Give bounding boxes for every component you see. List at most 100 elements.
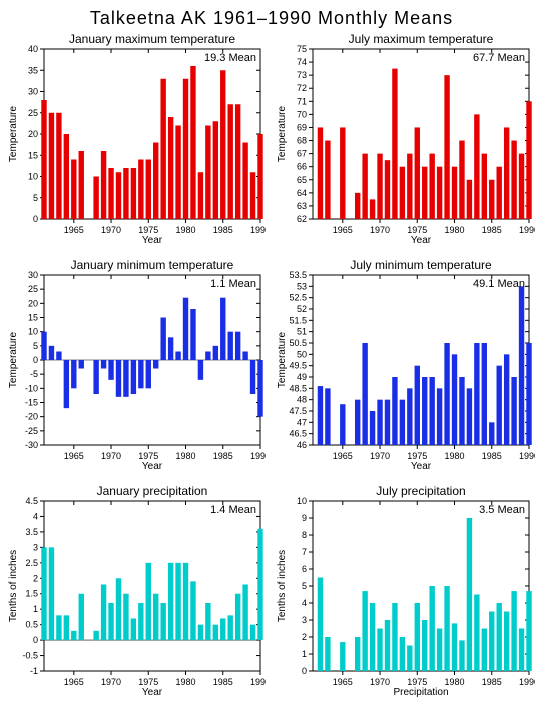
bar <box>198 172 203 219</box>
bar <box>354 193 359 219</box>
svg-text:1980: 1980 <box>176 225 196 235</box>
bar <box>503 612 508 672</box>
svg-text:7: 7 <box>301 547 306 557</box>
bar <box>377 154 382 219</box>
svg-text:0: 0 <box>33 635 38 645</box>
bar <box>429 154 434 219</box>
svg-text:66: 66 <box>296 162 306 172</box>
svg-text:Tenths of inches: Tenths of inches <box>277 550 288 622</box>
svg-text:1980: 1980 <box>176 677 196 687</box>
svg-text:1: 1 <box>301 649 306 659</box>
bar <box>399 400 404 445</box>
bar <box>317 578 322 672</box>
bar <box>242 352 247 361</box>
mean-label: 1.1 Mean <box>210 278 256 290</box>
bar <box>108 603 113 640</box>
svg-text:0: 0 <box>33 355 38 365</box>
bar <box>235 104 240 219</box>
bar <box>377 400 382 445</box>
svg-text:-1: -1 <box>30 666 38 676</box>
bar <box>526 591 531 671</box>
bar <box>377 629 382 672</box>
svg-text:46.5: 46.5 <box>289 429 307 439</box>
bar <box>250 625 255 640</box>
svg-text:1980: 1980 <box>444 225 464 235</box>
bar <box>79 360 84 369</box>
svg-text:1970: 1970 <box>101 225 121 235</box>
bar <box>190 66 195 219</box>
svg-text:1985: 1985 <box>213 677 233 687</box>
bar <box>399 167 404 219</box>
bar <box>56 615 61 640</box>
svg-text:4.5: 4.5 <box>25 496 38 506</box>
bar <box>175 563 180 640</box>
bar <box>213 121 218 219</box>
bar <box>407 388 412 445</box>
bar <box>414 366 419 445</box>
bar <box>317 386 322 445</box>
svg-text:30: 30 <box>28 270 38 280</box>
svg-text:Year: Year <box>142 235 163 246</box>
bar <box>183 563 188 640</box>
bar <box>93 360 98 394</box>
svg-text:Year: Year <box>410 235 431 246</box>
svg-text:1970: 1970 <box>101 677 121 687</box>
main-title: Talkeetna AK 1961–1990 Monthly Means <box>8 8 535 29</box>
bar <box>71 360 76 388</box>
svg-text:Temperature: Temperature <box>277 331 288 388</box>
bar <box>101 360 106 369</box>
bar <box>340 404 345 445</box>
svg-text:1980: 1980 <box>444 677 464 687</box>
bar <box>257 529 262 640</box>
bar <box>116 360 121 397</box>
svg-text:50.5: 50.5 <box>289 338 307 348</box>
bar <box>511 377 516 445</box>
panel-jan-max: 0510152025303540196519701975198019851990… <box>8 31 267 251</box>
svg-text:25: 25 <box>28 284 38 294</box>
mean-label: 49.1 Mean <box>473 278 525 290</box>
svg-text:68: 68 <box>296 136 306 146</box>
svg-text:25: 25 <box>28 108 38 118</box>
bar <box>526 343 531 445</box>
bar <box>101 151 106 219</box>
svg-text:-25: -25 <box>25 426 38 436</box>
bar <box>64 615 69 640</box>
svg-text:3: 3 <box>33 542 38 552</box>
svg-text:62: 62 <box>296 214 306 224</box>
bar <box>422 377 427 445</box>
svg-text:3: 3 <box>301 615 306 625</box>
bar <box>168 337 173 360</box>
svg-text:3.5: 3.5 <box>25 527 38 537</box>
svg-text:5: 5 <box>33 341 38 351</box>
bar <box>511 141 516 219</box>
bar <box>64 134 69 219</box>
mean-label: 19.3 Mean <box>204 52 256 64</box>
svg-text:73: 73 <box>296 70 306 80</box>
bar <box>79 594 84 640</box>
svg-text:30: 30 <box>28 87 38 97</box>
svg-text:51: 51 <box>296 327 306 337</box>
bar <box>138 603 143 640</box>
svg-text:47.5: 47.5 <box>289 406 307 416</box>
svg-text:1: 1 <box>33 604 38 614</box>
bar <box>466 388 471 445</box>
bar <box>198 625 203 640</box>
bar <box>41 100 46 219</box>
bar <box>93 631 98 640</box>
bar <box>325 141 330 219</box>
svg-text:15: 15 <box>28 150 38 160</box>
bar <box>526 101 531 219</box>
svg-text:75: 75 <box>296 44 306 54</box>
bar <box>392 69 397 219</box>
bar <box>354 400 359 445</box>
panel-jan-min: -30-25-20-15-10-505101520253019651970197… <box>8 257 267 477</box>
bar <box>257 360 262 417</box>
svg-text:6: 6 <box>301 564 306 574</box>
svg-text:Temperature: Temperature <box>8 331 19 388</box>
svg-text:-20: -20 <box>25 412 38 422</box>
bar <box>474 343 479 445</box>
bar <box>190 581 195 640</box>
svg-text:Temperature: Temperature <box>8 105 19 162</box>
svg-text:48: 48 <box>296 395 306 405</box>
chart-title: January precipitation <box>97 484 208 498</box>
